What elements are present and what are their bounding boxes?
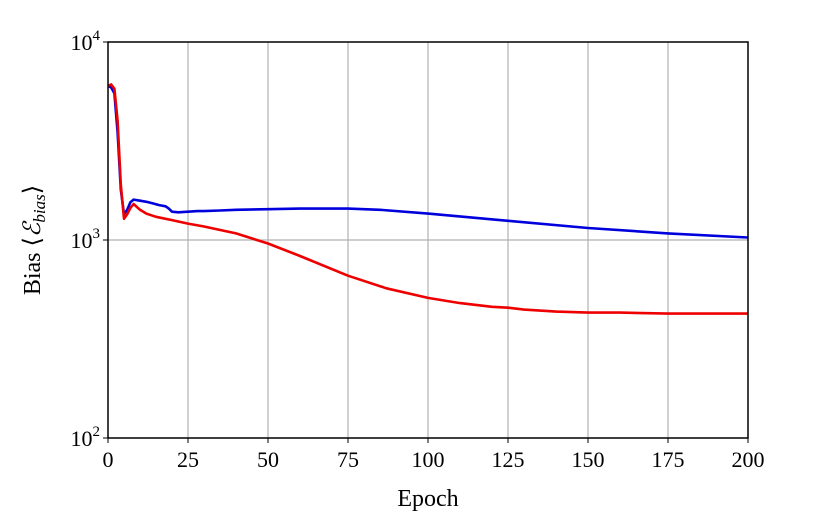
x-tick-label: 50: [257, 447, 279, 472]
grid-lines: [108, 42, 748, 438]
x-tick-label: 75: [337, 447, 359, 472]
y-tick-label: 103: [71, 226, 101, 253]
y-tick-label: 102: [71, 424, 101, 451]
x-tick-label: 175: [652, 447, 685, 472]
y-axis-label-symbol: ℰ: [20, 220, 46, 237]
y-axis-label-suffix: ⟩: [20, 185, 46, 194]
x-tick-label: 200: [732, 447, 765, 472]
x-tick-label: 0: [103, 447, 114, 472]
y-axis-label-subscript: bias: [30, 194, 49, 223]
y-axis-label: Bias ⟨ℰbias⟩: [20, 185, 49, 295]
x-tick-label: 100: [412, 447, 445, 472]
x-tick-label: 25: [177, 447, 199, 472]
y-axis-ticks: 102 103 104: [71, 28, 108, 451]
series-lines: [107, 83, 749, 315]
series-line-1: [107, 83, 748, 315]
x-tick-label: 150: [572, 447, 605, 472]
y-tick-label: 104: [71, 28, 101, 55]
x-axis-label: Epoch: [397, 486, 458, 512]
y-axis-label-prefix: Bias ⟨: [20, 237, 46, 295]
x-tick-label: 125: [492, 447, 525, 472]
x-axis-ticks: 0 25 50 75 100 125 150 175 200: [103, 438, 765, 472]
